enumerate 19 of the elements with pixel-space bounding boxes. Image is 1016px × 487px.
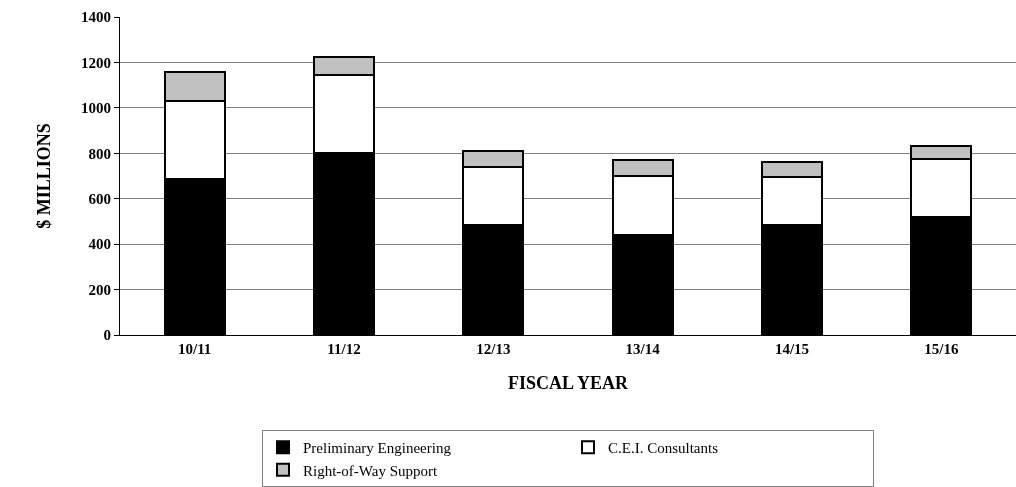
x-axis-title: FISCAL YEAR [508,373,629,394]
y-tick-label: 800 [88,145,111,162]
y-tick-label: 0 [103,327,111,344]
y-tick-label: 600 [88,190,111,207]
y-tick-label: 1000 [81,100,111,117]
y-axis-title: $ MILLIONS [34,123,55,229]
x-tick-label: 15/16 [924,341,959,357]
legend-label: C.E.I. Consultants [608,440,719,457]
legend-label: Right-of-Way Support [303,462,439,479]
x-tick-label: 12/13 [476,341,511,357]
y-tick-label: 200 [88,281,111,298]
y-tick-label: 1400 [81,9,111,26]
x-tick-label: 14/15 [774,341,810,357]
y-tick-label: 400 [88,236,111,253]
legend-label: Preliminary Engineering [303,440,452,457]
x-tick-label: 13/14 [625,341,661,357]
x-tick-label: 10/11 [178,341,212,357]
y-tick-label: 1200 [81,54,111,71]
x-tick-label: 11/12 [327,341,361,357]
